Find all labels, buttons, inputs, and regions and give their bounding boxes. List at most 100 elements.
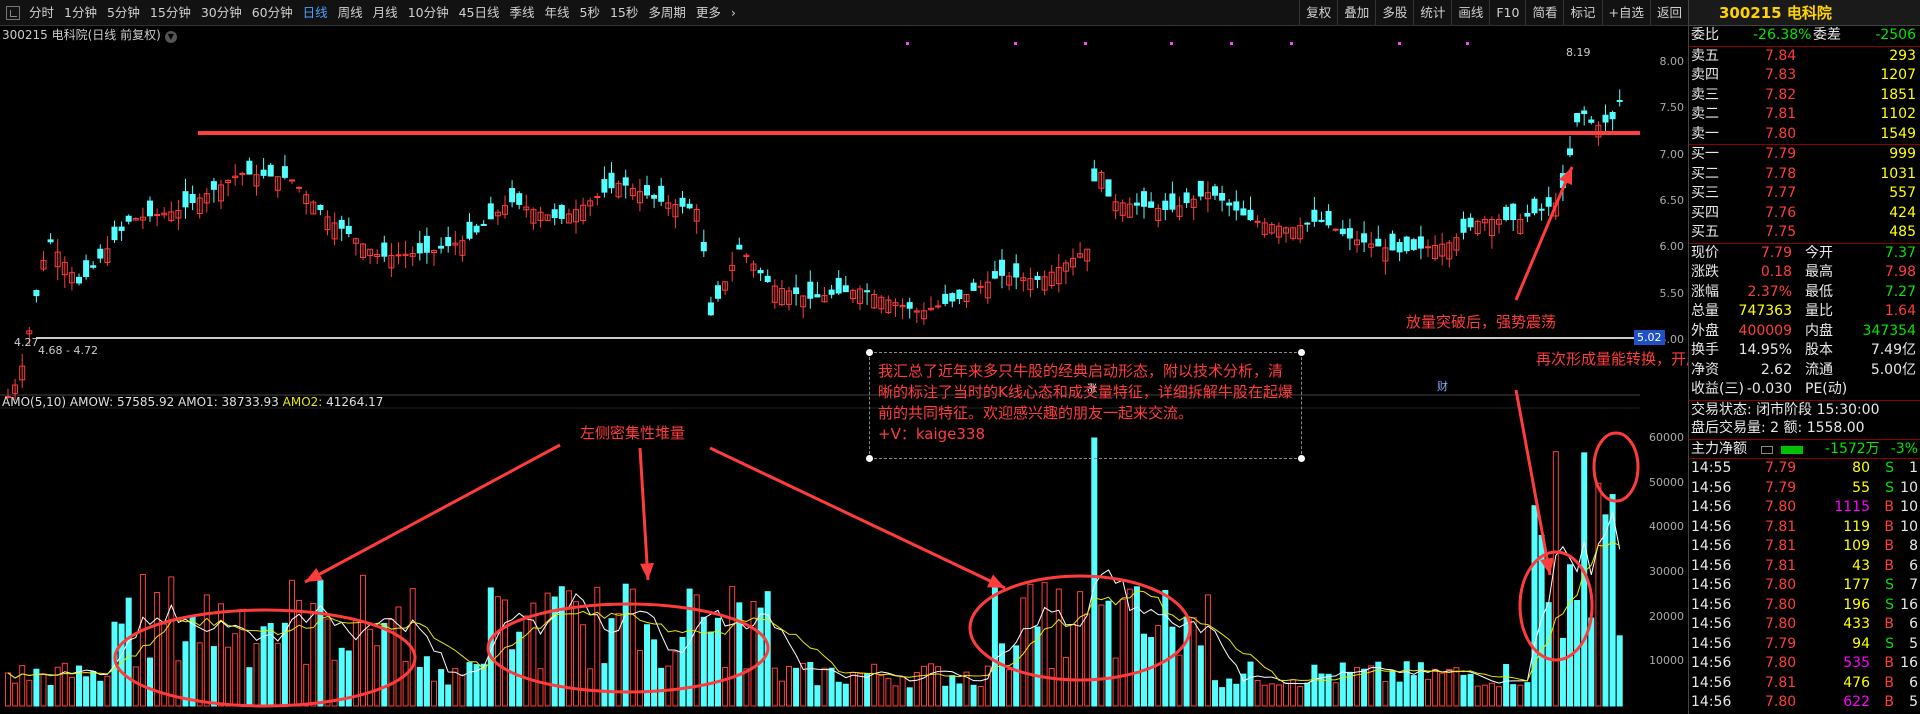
candle-body — [1119, 202, 1126, 216]
bid-row[interactable]: 买一 7.79 999 — [1689, 145, 1920, 165]
candle-body — [1574, 113, 1581, 123]
candle-body — [90, 265, 97, 268]
ask-row[interactable]: 卖三 7.82 1851 — [1689, 86, 1920, 106]
chart-title: 300215 电科院(日线 前复权) ▼ — [2, 26, 177, 43]
panel-toggle-icon[interactable] — [6, 5, 20, 20]
toolbar-action-button[interactable]: 标记 — [1563, 0, 1601, 26]
tab-period[interactable]: 季线 — [509, 4, 535, 20]
bid-row[interactable]: 买四 7.76 424 — [1689, 204, 1920, 224]
tick-side: S — [1885, 577, 1894, 593]
candle-body — [1311, 209, 1318, 222]
volume-bar — [1403, 661, 1410, 707]
candle-body — [147, 200, 153, 217]
volume-bar — [61, 662, 68, 707]
candle-body — [310, 201, 317, 215]
bid-row[interactable]: 买二 7.78 1031 — [1689, 165, 1920, 185]
volume-bar — [984, 665, 991, 707]
chevron-down-icon[interactable]: ▼ — [164, 31, 177, 43]
low-label: 4.27 — [14, 336, 39, 349]
toolbar-action-button[interactable]: 统计 — [1413, 0, 1451, 26]
stat-value: 7.98 — [1884, 264, 1916, 280]
stat-value: 7.79 — [1760, 244, 1792, 261]
volume-bar — [324, 618, 331, 707]
stat-value: 5.00亿 — [1870, 361, 1916, 378]
toolbar-action-button[interactable]: 复权 — [1299, 0, 1337, 26]
tab-period[interactable]: 5分钟 — [106, 4, 140, 20]
tab-period[interactable]: 年线 — [544, 4, 570, 20]
tab-period[interactable]: 10分钟 — [407, 4, 449, 20]
volume-bar — [1275, 684, 1282, 707]
current-price-tag: 5.02 — [1634, 330, 1665, 346]
event-mark: 涨 — [1087, 383, 1097, 395]
bid-row[interactable]: 买三 7.77 557 — [1689, 184, 1920, 204]
tick-count: 8 — [1909, 538, 1918, 554]
candle-body — [1197, 180, 1204, 197]
tick-price: 7.80 — [1765, 694, 1797, 710]
toolbar-action-button[interactable]: 返回 — [1649, 0, 1688, 26]
tab-period[interactable]: 5秒 — [579, 4, 600, 20]
resize-handle[interactable] — [1298, 349, 1305, 356]
candle-body — [899, 304, 906, 308]
volume-bar — [949, 675, 956, 707]
candle-body — [1283, 227, 1289, 234]
resize-handle[interactable] — [866, 349, 873, 356]
annotation-arrow — [709, 446, 1006, 590]
tab-period[interactable]: 15秒 — [609, 4, 639, 20]
bid-label: 买二 — [1691, 165, 1719, 182]
tab-period[interactable]: 月线 — [372, 4, 398, 20]
volume-bar — [1304, 682, 1311, 707]
tab-period[interactable]: 日线 — [302, 4, 328, 20]
volume-bar — [715, 617, 721, 707]
volume-bar — [509, 649, 516, 707]
tab-period[interactable]: 30分钟 — [200, 4, 242, 20]
price-tick: 6.50 — [1659, 194, 1685, 207]
candle-body — [636, 191, 643, 204]
ask-row[interactable]: 卖一 7.80 1549 — [1689, 125, 1920, 145]
kline-chart[interactable]: 4.68 - 4.724.27 8.19 涨 财 — [0, 40, 1640, 714]
volume-bar — [665, 665, 672, 707]
candle-body — [807, 281, 814, 299]
candle-body — [1616, 99, 1623, 102]
candle-body — [1417, 236, 1424, 249]
tab-period[interactable]: 60分钟 — [251, 4, 293, 20]
volume-bar — [736, 602, 743, 707]
main-flow-row[interactable]: 主力净额 -1572万 -3% — [1689, 438, 1920, 459]
candle-body — [118, 226, 125, 231]
tab-period[interactable]: 分时 — [29, 4, 55, 20]
ask-row[interactable]: 卖五 7.84 293 — [1689, 47, 1920, 67]
volume-tick: 20000 — [1649, 609, 1684, 623]
bid-row[interactable]: 买五 7.75 485 — [1689, 223, 1920, 243]
toolbar-action-button[interactable]: 叠加 — [1337, 0, 1375, 26]
ask-label: 卖五 — [1691, 47, 1719, 64]
volume-bar — [636, 649, 643, 707]
period-toolbar: 分时 1分钟 5分钟 15分钟 30分钟 60分钟 日线 周线 月线 10分钟 45日线 季线 年线 5秒… — [0, 0, 1688, 26]
amo-name[interactable]: AMO(5,10) — [2, 395, 67, 409]
tab-period[interactable]: 15分钟 — [149, 4, 191, 20]
ask-row[interactable]: 卖二 7.81 1102 — [1689, 105, 1920, 125]
annotation-breakout: 放量突破后，强势震荡 — [1406, 313, 1557, 331]
bid-price: 7.77 — [1765, 185, 1797, 201]
candle-body — [828, 289, 835, 295]
candle-body — [97, 248, 104, 259]
tab-period[interactable]: 45日线 — [458, 4, 500, 20]
ask-row[interactable]: 卖四 7.83 1207 — [1689, 66, 1920, 86]
resize-handle[interactable] — [1298, 455, 1305, 462]
volume-bar — [1204, 594, 1211, 707]
toolbar-action-button[interactable]: F10 — [1489, 0, 1525, 26]
tab-period[interactable]: 周线 — [337, 4, 363, 20]
candle-body — [1410, 239, 1417, 250]
toolbar-action-button[interactable]: +自选 — [1601, 0, 1650, 26]
toolbar-action-button[interactable]: 简看 — [1525, 0, 1563, 26]
tab-period[interactable]: 更多 — [695, 4, 721, 20]
tab-period[interactable]: 多周期 — [648, 4, 686, 20]
volume-bar — [1027, 583, 1034, 707]
note-box[interactable]: 我汇总了近年来多只牛股的经典启动形态，附以技术分析，清晰的标注了当时的K线心态和… — [866, 349, 1305, 462]
chevron-right-icon[interactable]: › — [730, 4, 736, 20]
candle-body — [5, 396, 11, 399]
tick-volume: 196 — [1843, 596, 1870, 613]
tab-period[interactable]: 1分钟 — [64, 4, 97, 20]
candle-body — [281, 166, 288, 178]
toolbar-action-button[interactable]: 画线 — [1451, 0, 1489, 26]
resize-handle[interactable] — [866, 455, 873, 462]
toolbar-action-button[interactable]: 多股 — [1375, 0, 1413, 26]
